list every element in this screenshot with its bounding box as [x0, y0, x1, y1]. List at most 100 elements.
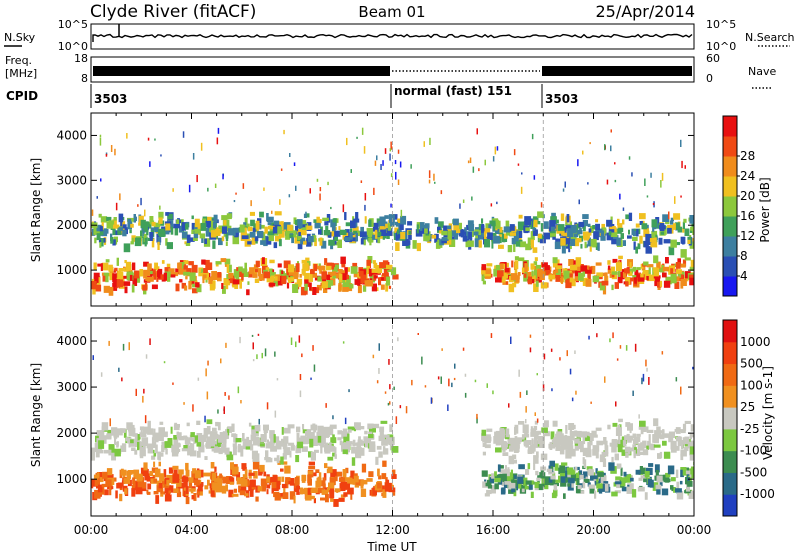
scatter-cell	[275, 274, 280, 281]
scatter-cell	[270, 445, 277, 452]
scatter-cell	[290, 444, 295, 451]
scatter-cell	[164, 221, 172, 225]
scatter-cell	[606, 232, 613, 241]
scatter-cell	[662, 214, 670, 222]
scatter-cell	[559, 465, 566, 474]
scatter-cell	[537, 436, 545, 445]
scatter-cell	[270, 438, 275, 445]
sparse-echo	[233, 200, 236, 203]
scatter-cell	[481, 225, 485, 233]
scatter-cell	[662, 440, 667, 446]
scatter-cell	[108, 444, 115, 453]
velocity-heatmap	[91, 332, 694, 507]
scatter-cell	[186, 268, 192, 276]
scatter-cell	[314, 435, 318, 439]
scatter-cell	[96, 277, 101, 285]
scatter-cell	[213, 214, 218, 223]
scatter-cell	[632, 236, 638, 241]
scatter-cell	[332, 227, 336, 237]
scatter-cell	[646, 429, 654, 433]
scatter-cell	[656, 489, 661, 495]
scatter-cell	[261, 232, 266, 241]
scatter-cell	[342, 284, 349, 292]
scatter-cell	[266, 484, 271, 489]
scatter-cell	[314, 449, 319, 453]
sparse-echo	[163, 361, 166, 364]
sparse-echo	[645, 359, 647, 367]
scatter-cell	[576, 269, 581, 276]
scatter-cell	[196, 433, 203, 442]
scatter-cell	[345, 467, 349, 474]
scatter-cell	[224, 447, 230, 455]
sparse-echo	[122, 343, 125, 351]
sparse-echo	[428, 170, 431, 179]
scatter-cell	[137, 481, 144, 488]
sparse-echo	[464, 373, 467, 377]
scatter-cell	[587, 441, 591, 450]
scatter-cell	[296, 432, 300, 442]
scatter-cell	[281, 427, 284, 435]
scatter-cell	[170, 426, 173, 434]
scatter-cell	[251, 236, 256, 245]
scatter-cell	[483, 231, 487, 240]
scatter-cell	[594, 490, 597, 499]
scatter-cell	[271, 482, 277, 489]
scatter-cell	[190, 432, 195, 438]
sparse-echo	[96, 196, 98, 199]
scatter-cell	[680, 469, 684, 478]
sparse-echo	[628, 156, 631, 160]
sparse-echo	[680, 195, 682, 198]
sparse-echo	[390, 173, 393, 178]
scatter-cell	[176, 219, 180, 224]
scatter-cell	[195, 470, 202, 479]
scatter-cell	[667, 227, 672, 234]
colorbar-swatch	[723, 341, 737, 365]
sparse-echo	[469, 157, 472, 163]
sparse-echo	[569, 368, 572, 375]
scatter-cell	[185, 242, 191, 246]
scatter-cell	[332, 274, 338, 279]
scatter-cell	[163, 469, 167, 478]
scatter-cell	[495, 264, 501, 273]
scatter-cell	[183, 445, 188, 449]
scatter-cell	[521, 484, 527, 489]
scatter-cell	[505, 428, 510, 438]
sparse-echo	[388, 359, 390, 365]
scatter-cell	[235, 227, 241, 233]
scatter-cell	[617, 218, 620, 226]
sparse-echo	[660, 180, 662, 188]
scatter-cell	[533, 261, 538, 266]
scatter-cell	[198, 489, 203, 496]
scatter-cell	[468, 240, 474, 247]
scatter-cell	[331, 222, 336, 232]
scatter-cell	[630, 277, 637, 282]
scatter-cell	[372, 423, 379, 429]
scatter-cell	[339, 440, 343, 446]
scatter-cell	[313, 429, 317, 433]
scatter-cell	[381, 473, 387, 480]
scatter-cell	[541, 427, 548, 433]
scatter-cell	[645, 233, 652, 243]
sparse-echo	[391, 146, 393, 150]
scatter-cell	[321, 240, 327, 249]
scatter-cell	[240, 485, 247, 492]
sparse-echo	[274, 410, 277, 418]
scatter-cell	[207, 479, 210, 486]
scatter-cell	[288, 442, 295, 446]
scatter-cell	[689, 433, 694, 438]
scatter-cell	[325, 262, 332, 271]
scatter-cell	[269, 430, 275, 439]
scatter-cell	[611, 440, 615, 446]
scatter-cell	[355, 232, 358, 242]
scatter-cell	[139, 269, 143, 277]
scatter-cell	[329, 424, 337, 429]
sparse-echo	[235, 192, 237, 195]
scatter-cell	[350, 492, 353, 500]
scatter-cell	[524, 485, 529, 490]
sparse-echo	[188, 184, 191, 193]
scatter-cell	[324, 463, 328, 469]
sparse-echo	[389, 384, 391, 390]
scatter-cell	[146, 229, 149, 236]
scatter-cell	[376, 445, 382, 450]
